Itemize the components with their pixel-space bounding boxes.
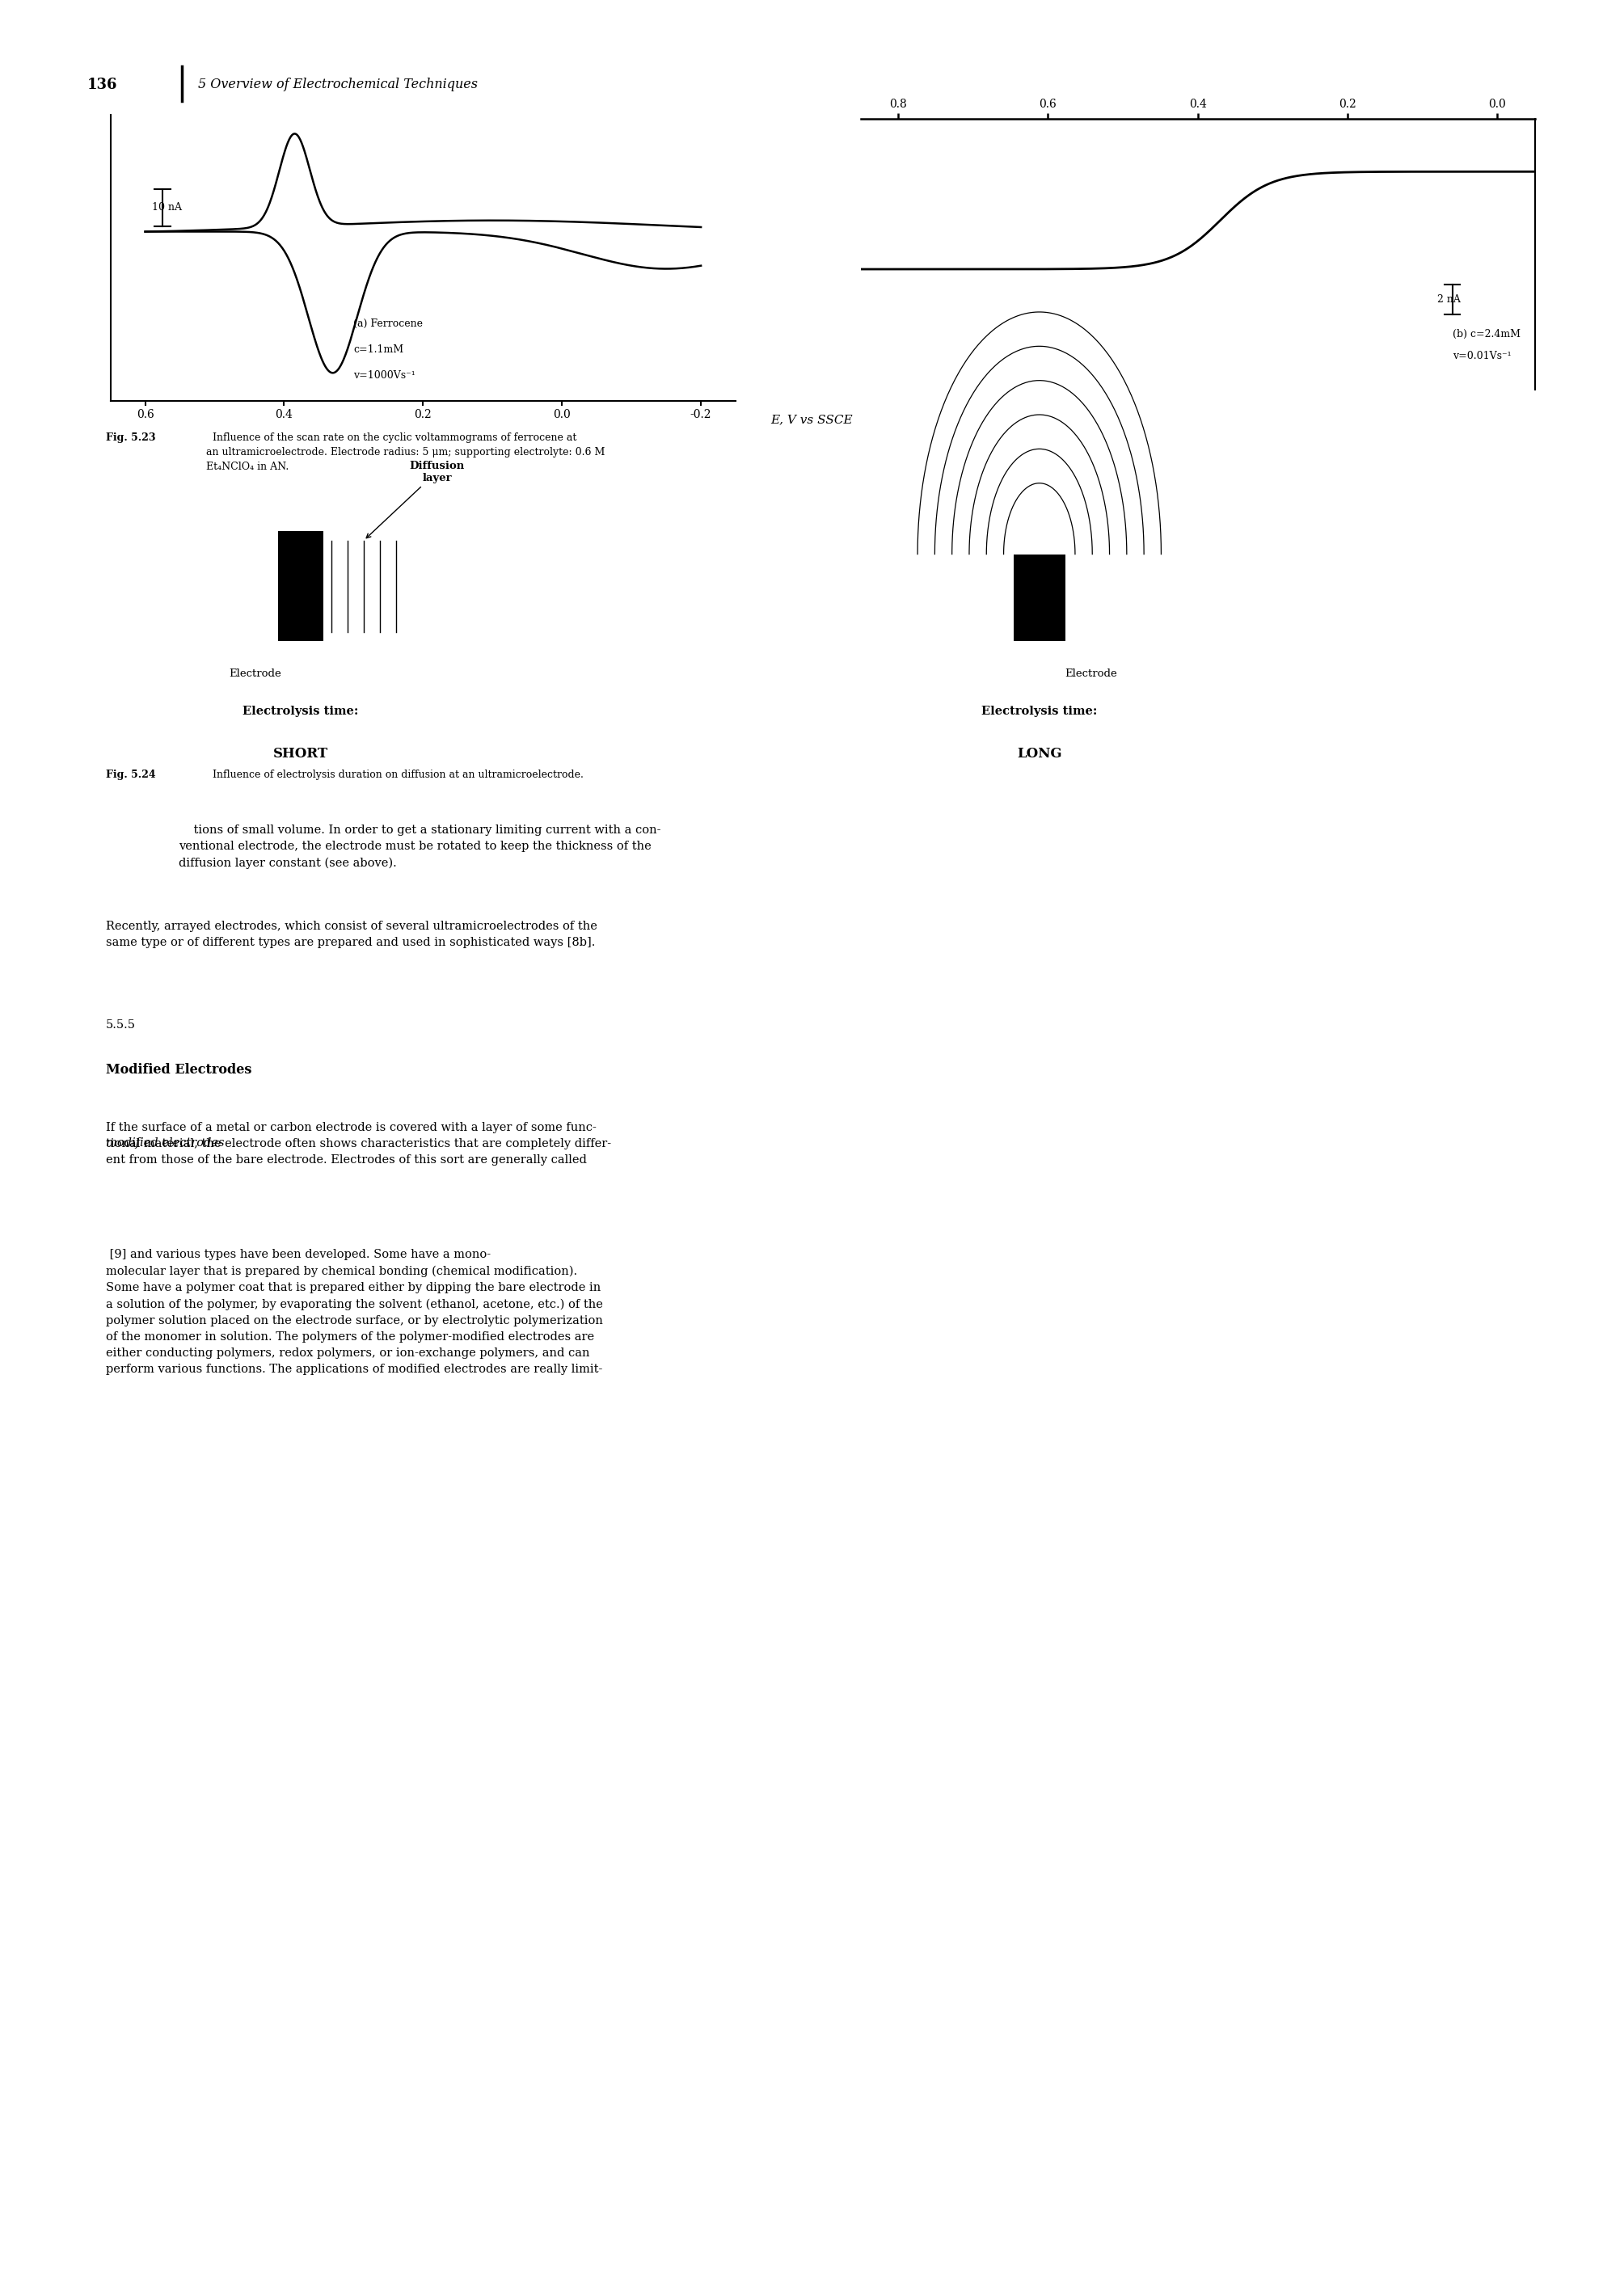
Text: LONG: LONG	[1017, 747, 1062, 760]
Text: Diffusion
layer: Diffusion layer	[367, 460, 464, 538]
Text: 136: 136	[88, 78, 117, 92]
Text: SHORT: SHORT	[273, 747, 328, 760]
Bar	[278, 531, 323, 641]
Text: 5 Overview of Electrochemical Techniques: 5 Overview of Electrochemical Techniques	[198, 78, 477, 92]
Text: (b) c=2.4mM: (b) c=2.4mM	[1452, 330, 1520, 339]
Text: tions of small volume. In order to get a stationary limiting current with a con-: tions of small volume. In order to get a…	[179, 824, 661, 868]
Text: Electrode: Electrode	[1065, 669, 1117, 680]
Text: Modified Electrodes: Modified Electrodes	[106, 1063, 252, 1076]
Text: Electrode: Electrode	[229, 669, 281, 680]
Text: Electrolysis time:: Electrolysis time:	[981, 705, 1098, 717]
Text: Fig. 5.24: Fig. 5.24	[106, 769, 156, 781]
Text: modified electrodes: modified electrodes	[106, 1138, 224, 1150]
Text: v=1000Vs⁻¹: v=1000Vs⁻¹	[354, 371, 416, 380]
Text: 10 nA: 10 nA	[153, 202, 182, 213]
Text: Influence of electrolysis duration on diffusion at an ultramicroelectrode.: Influence of electrolysis duration on di…	[206, 769, 583, 781]
Text: v=0.01Vs⁻¹: v=0.01Vs⁻¹	[1452, 350, 1510, 362]
Text: Fig. 5.23: Fig. 5.23	[106, 433, 156, 444]
Text: [9] and various types have been developed. Some have a mono-
molecular layer tha: [9] and various types have been develope…	[106, 1250, 603, 1374]
Text: If the surface of a metal or carbon electrode is covered with a layer of some fu: If the surface of a metal or carbon elec…	[106, 1122, 611, 1182]
Bar	[1013, 554, 1065, 641]
Text: c=1.1mM: c=1.1mM	[354, 344, 404, 355]
Text: Electrolysis time:: Electrolysis time:	[242, 705, 359, 717]
Text: 2 nA: 2 nA	[1437, 293, 1460, 305]
Text: 5.5.5: 5.5.5	[106, 1019, 135, 1030]
Text: Influence of the scan rate on the cyclic voltammograms of ferrocene at
an ultram: Influence of the scan rate on the cyclic…	[206, 433, 606, 472]
Text: (a) Ferrocene: (a) Ferrocene	[354, 318, 424, 330]
Text: E, V vs SSCE: E, V vs SSCE	[771, 414, 853, 426]
Text: Recently, arrayed electrodes, which consist of several ultramicroelectrodes of t: Recently, arrayed electrodes, which cons…	[106, 921, 598, 948]
